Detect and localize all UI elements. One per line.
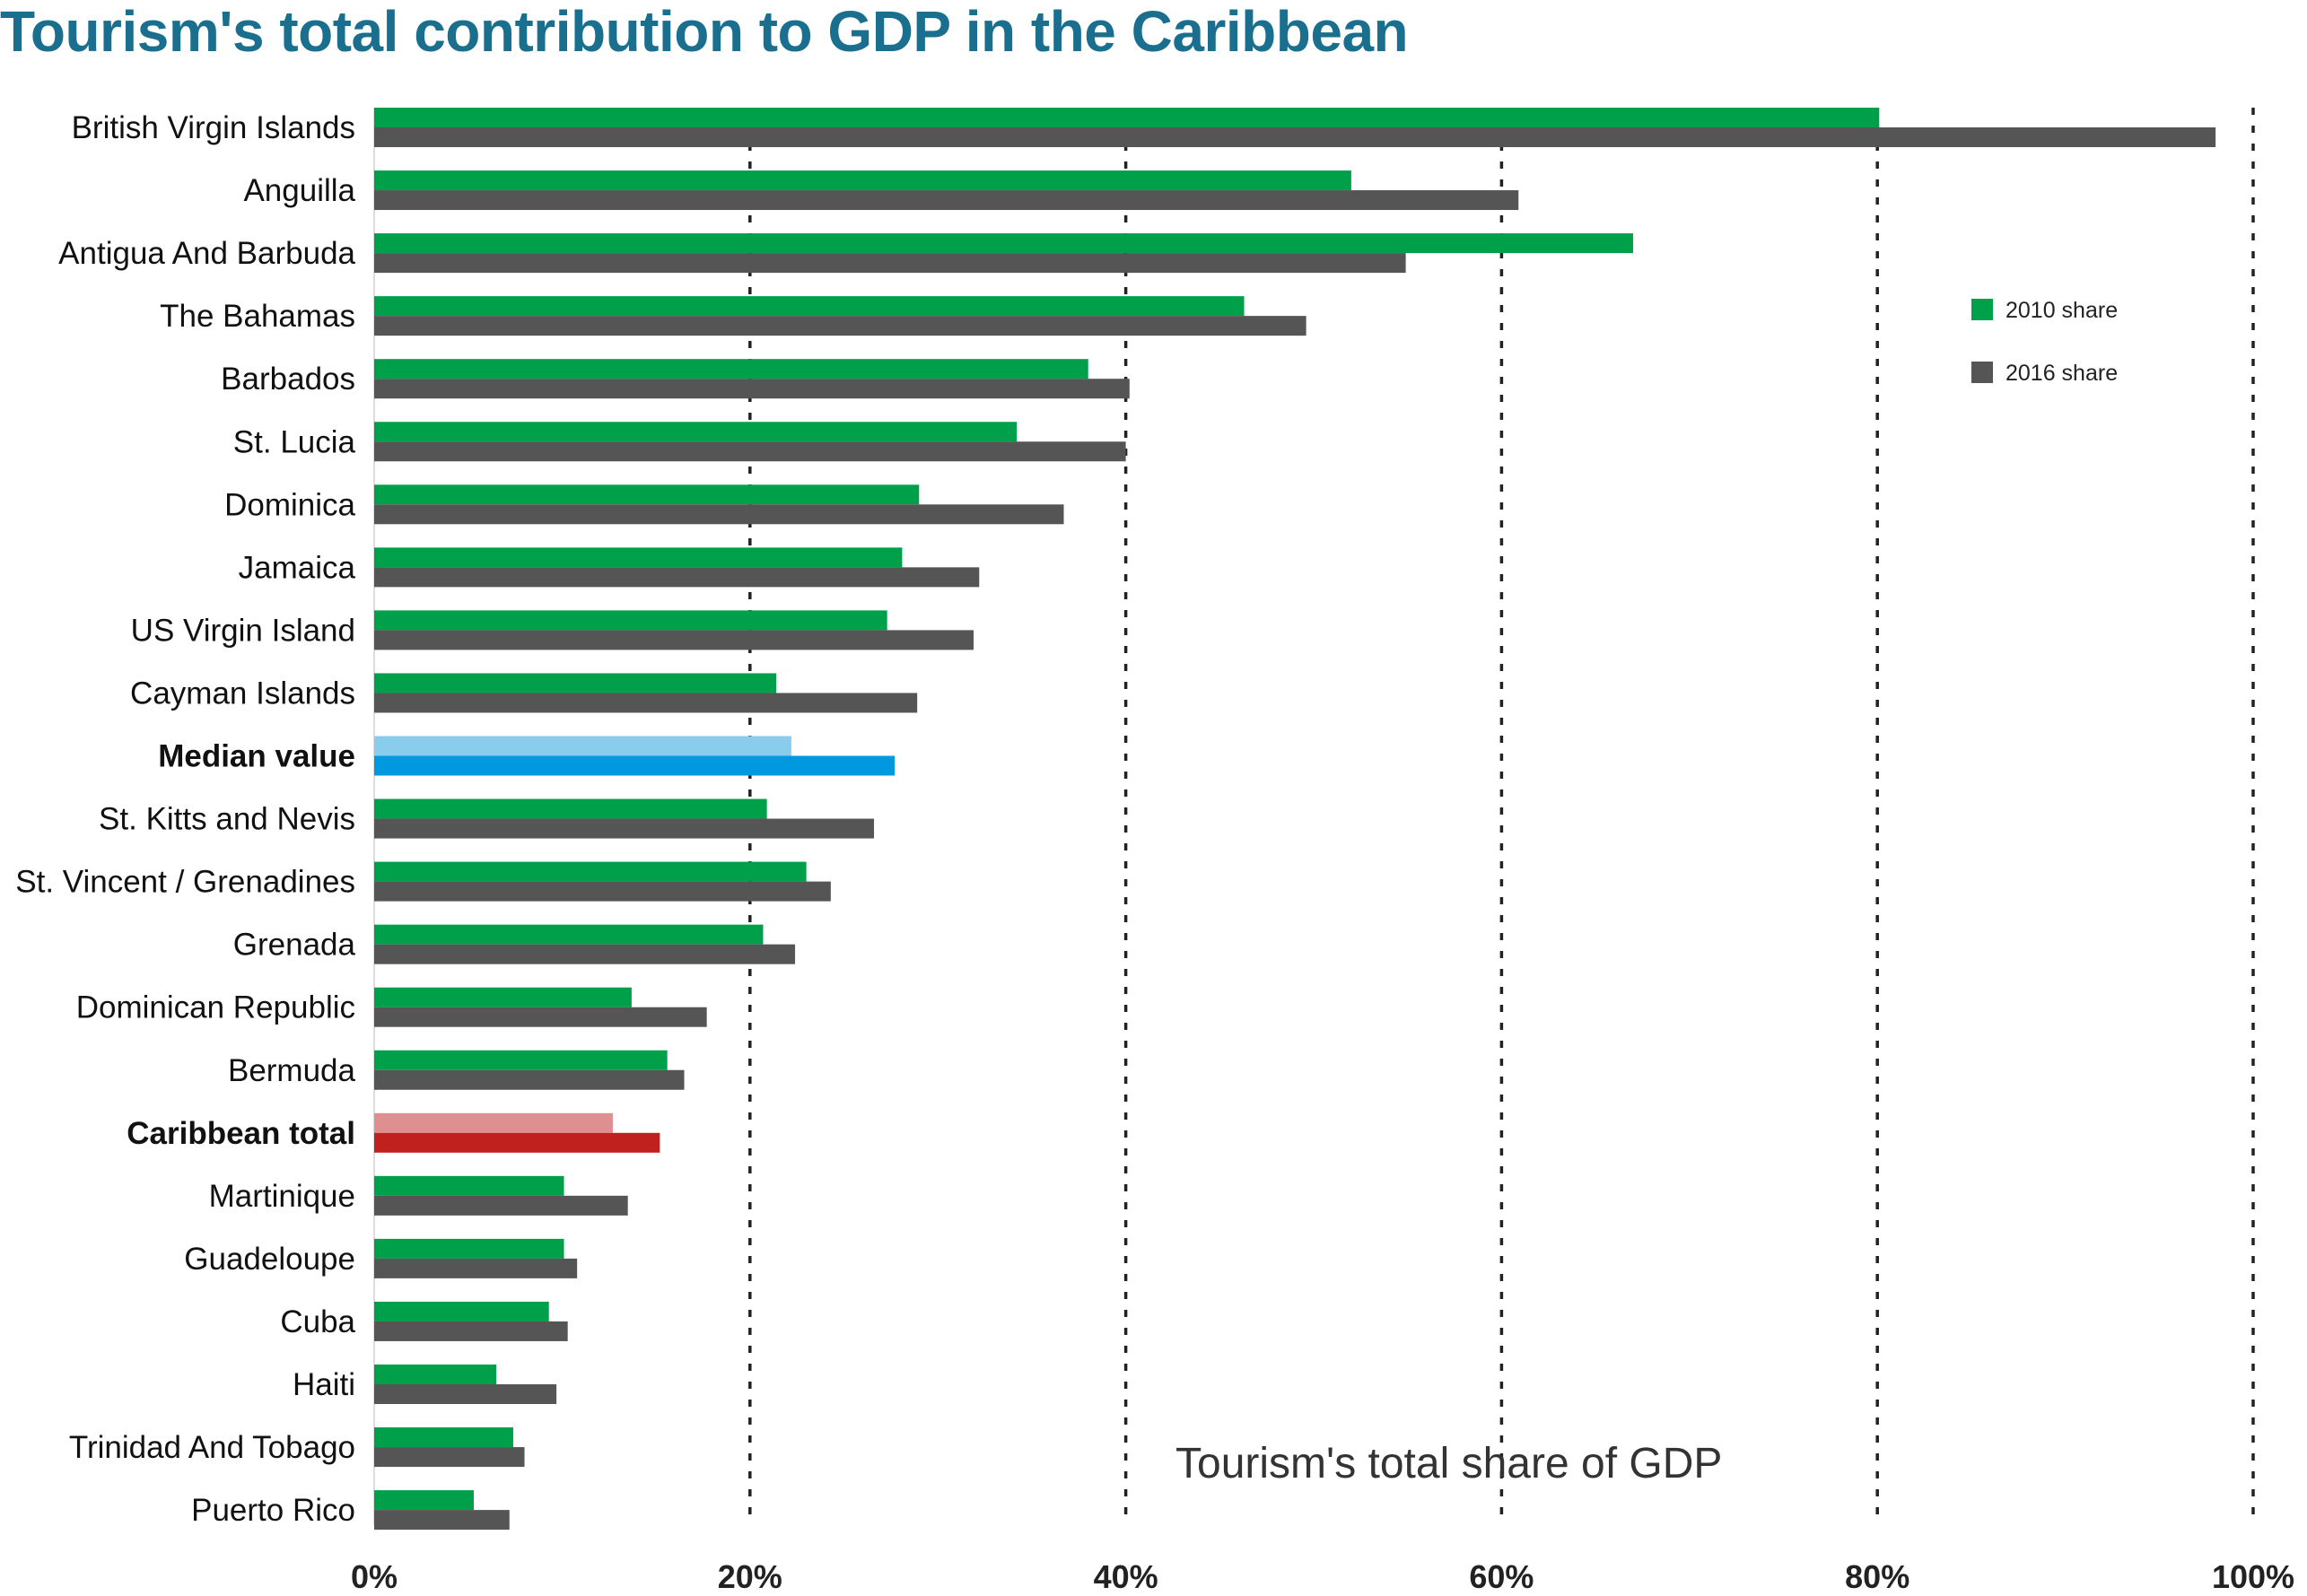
bar-st-kitts-and-nevis-2010-share bbox=[374, 798, 767, 819]
bar-dominican-republic-2010-share bbox=[374, 987, 632, 1007]
x-tick-0: 0% bbox=[351, 1558, 398, 1595]
legend-swatch-2010-share bbox=[1971, 299, 1993, 320]
bar-st-kitts-and-nevis-2016-share bbox=[374, 818, 875, 839]
bar-british-virgin-islands-2010-share bbox=[374, 108, 1880, 127]
bar-st-vincent-grenadines-2016-share bbox=[374, 881, 831, 902]
bar-us-virgin-island-2010-share bbox=[374, 610, 887, 631]
category-label-us-virgin-island: US Virgin Island bbox=[131, 613, 355, 648]
bar-antigua-and-barbuda-2016-share bbox=[374, 253, 1406, 274]
bar-dominica-2010-share bbox=[374, 484, 920, 505]
bar-barbados-2016-share bbox=[374, 379, 1130, 399]
bar-anguilla-2010-share bbox=[374, 170, 1351, 191]
category-label-dominica: Dominica bbox=[224, 487, 355, 522]
bar-cayman-islands-2016-share bbox=[374, 693, 918, 713]
bar-antigua-and-barbuda-2010-share bbox=[374, 233, 1633, 254]
category-label-british-virgin-islands: British Virgin Islands bbox=[72, 110, 355, 145]
bar-cuba-2016-share bbox=[374, 1321, 568, 1341]
category-label-cuba: Cuba bbox=[280, 1304, 355, 1339]
category-label-grenada: Grenada bbox=[233, 928, 356, 963]
bar-caribbean-total-2016-share bbox=[374, 1132, 660, 1153]
bar-trinidad-and-tobago-2010-share bbox=[374, 1427, 513, 1448]
category-label-anguilla: Anguilla bbox=[243, 173, 355, 208]
bar-anguilla-2016-share bbox=[374, 190, 1519, 211]
category-label-martinique: Martinique bbox=[209, 1179, 355, 1214]
x-tick-40: 40% bbox=[1094, 1558, 1158, 1595]
category-label-bermuda: Bermuda bbox=[228, 1053, 356, 1088]
bars bbox=[374, 108, 2216, 1531]
category-label-st-lucia: St. Lucia bbox=[233, 424, 356, 459]
bar-british-virgin-islands-2016-share bbox=[374, 127, 2216, 147]
bar-martinique-2010-share bbox=[374, 1175, 564, 1196]
chart-title: Tourism's total contribution to GDP in t… bbox=[0, 0, 1409, 64]
bar-martinique-2016-share bbox=[374, 1195, 628, 1216]
bar-jamaica-2010-share bbox=[374, 547, 903, 568]
category-label-caribbean-total: Caribbean total bbox=[127, 1116, 355, 1151]
bar-the-bahamas-2016-share bbox=[374, 316, 1306, 336]
bar-barbados-2010-share bbox=[374, 359, 1088, 379]
bar-us-virgin-island-2016-share bbox=[374, 630, 974, 650]
category-labels: British Virgin Islands Anguilla Antigua An… bbox=[15, 110, 355, 1528]
legend-label-2010-share: 2010 share bbox=[2006, 298, 2118, 323]
category-label-guadeloupe: Guadeloupe bbox=[184, 1242, 355, 1277]
bar-dominica-2016-share bbox=[374, 504, 1064, 525]
category-label-jamaica: Jamaica bbox=[239, 550, 356, 585]
x-tick-20: 20% bbox=[718, 1558, 782, 1595]
bar-haiti-2010-share bbox=[374, 1365, 497, 1384]
bar-grenada-2016-share bbox=[374, 944, 796, 964]
category-label-median-value: Median value bbox=[158, 739, 355, 774]
bar-median-value-2010-share bbox=[374, 736, 791, 756]
bar-trinidad-and-tobago-2016-share bbox=[374, 1447, 525, 1468]
x-tick-60: 60% bbox=[1469, 1558, 1534, 1595]
bar-jamaica-2016-share bbox=[374, 567, 980, 588]
category-label-cayman-islands: Cayman Islands bbox=[130, 676, 355, 711]
bar-puerto-rico-2010-share bbox=[374, 1490, 474, 1511]
bar-bermuda-2010-share bbox=[374, 1050, 668, 1070]
bar-haiti-2016-share bbox=[374, 1384, 557, 1404]
bar-caribbean-total-2010-share bbox=[374, 1112, 613, 1133]
legend-swatch-2016-share bbox=[1971, 362, 1993, 383]
bar-grenada-2010-share bbox=[374, 924, 764, 945]
bar-guadeloupe-2016-share bbox=[374, 1258, 578, 1278]
category-label-st-vincent-grenadines: St. Vincent / Grenadines bbox=[15, 865, 355, 900]
bar-median-value-2016-share bbox=[374, 755, 896, 776]
bar-st-lucia-2016-share bbox=[374, 441, 1126, 462]
annotation-text: Tourism's total share of GDP bbox=[1175, 1440, 1722, 1487]
category-label-antigua-and-barbuda: Antigua And Barbuda bbox=[58, 236, 355, 271]
bar-bermuda-2016-share bbox=[374, 1069, 685, 1090]
bar-cuba-2010-share bbox=[374, 1301, 549, 1321]
legend: 2010 share 2016 share bbox=[1971, 298, 2118, 386]
category-label-dominican-republic: Dominican Republic bbox=[76, 990, 355, 1025]
category-label-barbados: Barbados bbox=[221, 362, 355, 397]
category-label-trinidad-and-tobago: Trinidad And Tobago bbox=[69, 1430, 355, 1465]
bar-st-vincent-grenadines-2010-share bbox=[374, 861, 807, 882]
bar-dominican-republic-2016-share bbox=[374, 1007, 707, 1027]
x-tick-80: 80% bbox=[1845, 1558, 1909, 1595]
category-label-the-bahamas: The Bahamas bbox=[160, 299, 355, 334]
bar-guadeloupe-2010-share bbox=[374, 1238, 564, 1259]
category-label-puerto-rico: Puerto Rico bbox=[191, 1493, 355, 1528]
bar-st-lucia-2010-share bbox=[374, 422, 1018, 442]
bar-cayman-islands-2010-share bbox=[374, 673, 777, 693]
x-tick-100: 100% bbox=[2212, 1558, 2294, 1595]
bar-puerto-rico-2016-share bbox=[374, 1510, 510, 1531]
bar-the-bahamas-2010-share bbox=[374, 296, 1245, 317]
category-label-haiti: Haiti bbox=[293, 1367, 355, 1402]
category-label-st-kitts-and-nevis: St. Kitts and Nevis bbox=[99, 802, 355, 837]
legend-label-2016-share: 2016 share bbox=[2006, 361, 2118, 386]
x-tick-labels: 0% 20% 40% 60% 80% 100% bbox=[351, 1558, 2294, 1595]
